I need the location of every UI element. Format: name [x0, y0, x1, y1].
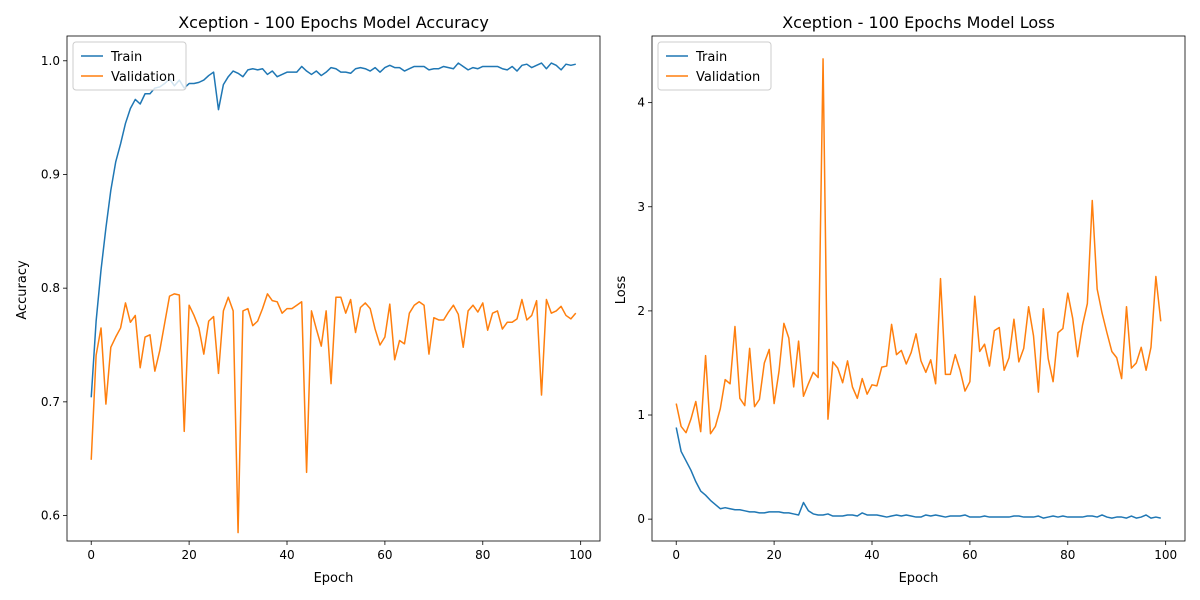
x-tick-label: 60	[377, 548, 392, 562]
x-tick-label: 100	[569, 548, 592, 562]
chart-title: Xception - 100 Epochs Model Loss	[782, 13, 1055, 32]
y-tick-label: 1	[637, 408, 645, 422]
y-tick-label: 1.0	[41, 54, 60, 68]
legend-label-train: Train	[695, 50, 727, 65]
legend-box	[657, 41, 772, 91]
x-axis-label: Epoch	[314, 571, 354, 586]
y-axis-label: Accuracy	[15, 260, 30, 320]
legend-label-validation: Validation	[696, 70, 760, 85]
y-tick-label: 0.9	[41, 167, 60, 181]
legend-label-validation: Validation	[111, 70, 175, 85]
x-tick-label: 20	[181, 548, 196, 562]
legend-box	[72, 41, 187, 91]
series-line-validation	[90, 293, 577, 534]
x-tick-label: 80	[475, 548, 490, 562]
y-tick-label: 0.8	[41, 281, 60, 295]
x-axis-label: Epoch	[899, 571, 939, 586]
x-tick-label: 60	[962, 548, 977, 562]
x-tick-label: 40	[864, 548, 879, 562]
y-tick-label: 0	[637, 512, 645, 526]
x-tick-label: 80	[1060, 548, 1075, 562]
x-tick-label: 0	[672, 548, 680, 562]
y-tick-label: 0.6	[41, 509, 60, 523]
loss-chart: Xception - 100 Epochs Model Loss Epoch L…	[614, 13, 1186, 586]
y-tick-label: 3	[637, 200, 645, 214]
y-tick-label: 0.7	[41, 395, 60, 409]
y-tick-label: 4	[637, 96, 645, 110]
plot-frame	[651, 35, 1186, 542]
x-tick-label: 0	[87, 548, 95, 562]
legend-label-train: Train	[110, 50, 142, 65]
series-line-validation	[675, 58, 1162, 435]
accuracy-chart: Xception - 100 Epochs Model Accuracy Epo…	[15, 13, 601, 586]
x-tick-label: 100	[1154, 548, 1177, 562]
x-tick-label: 40	[279, 548, 294, 562]
series-line-train	[675, 427, 1161, 519]
y-axis-label: Loss	[614, 276, 629, 305]
plot-frame	[66, 35, 601, 542]
chart-title: Xception - 100 Epochs Model Accuracy	[178, 13, 489, 32]
y-tick-label: 2	[637, 304, 645, 318]
x-tick-label: 20	[766, 548, 781, 562]
